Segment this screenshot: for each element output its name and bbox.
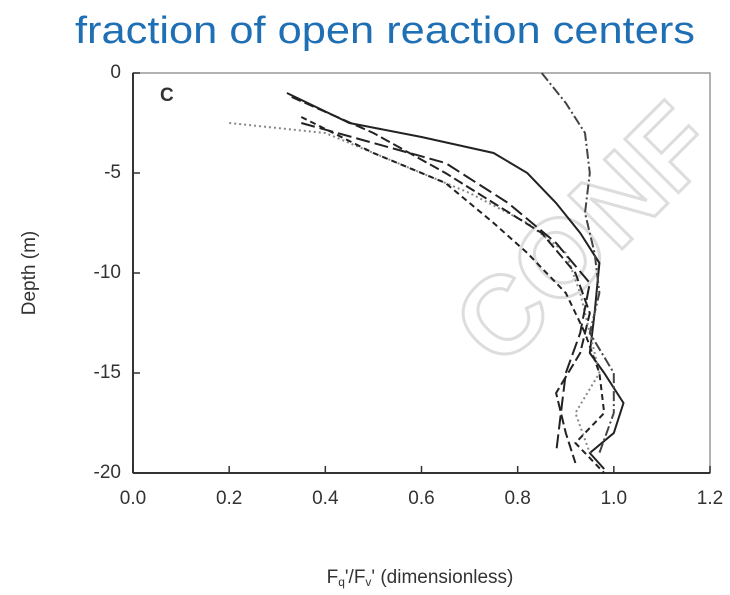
x-tick-label: 1.0 <box>601 488 627 509</box>
y-tick-label: -15 <box>94 362 121 383</box>
y-axis-label: Depth (m) <box>19 231 40 315</box>
x-tick-label: 0.6 <box>408 488 434 509</box>
profile-line <box>300 116 606 474</box>
profile-line <box>301 122 591 454</box>
profile-line <box>286 92 625 470</box>
chart-title: fraction of open reaction centers <box>75 10 695 52</box>
y-tick-label: -5 <box>104 162 121 183</box>
x-tick-label: 0.0 <box>120 488 146 509</box>
x-tick-label: 0.8 <box>504 488 530 509</box>
y-tick-label: 0 <box>110 62 121 83</box>
x-axis-label-part: '/F <box>345 567 366 588</box>
x-tick-label: 0.2 <box>216 488 242 509</box>
panel-label: C <box>160 85 174 106</box>
y-tick-label: -20 <box>94 462 121 483</box>
profile-line <box>229 122 601 454</box>
x-axis-label-part: ' (dimensionless) <box>371 567 513 588</box>
x-tick-label: 0.4 <box>312 488 339 509</box>
profile-line <box>540 72 615 454</box>
x-axis-label: Fq'/Fv' (dimensionless) <box>327 567 514 589</box>
y-tick-label: -10 <box>94 262 121 283</box>
profile-line <box>291 96 591 464</box>
x-tick-label: 1.2 <box>697 488 723 509</box>
x-axis-label-part: F <box>327 567 339 588</box>
x-axis-label-part: q <box>338 575 345 589</box>
x-axis-label-part: v <box>365 575 371 589</box>
